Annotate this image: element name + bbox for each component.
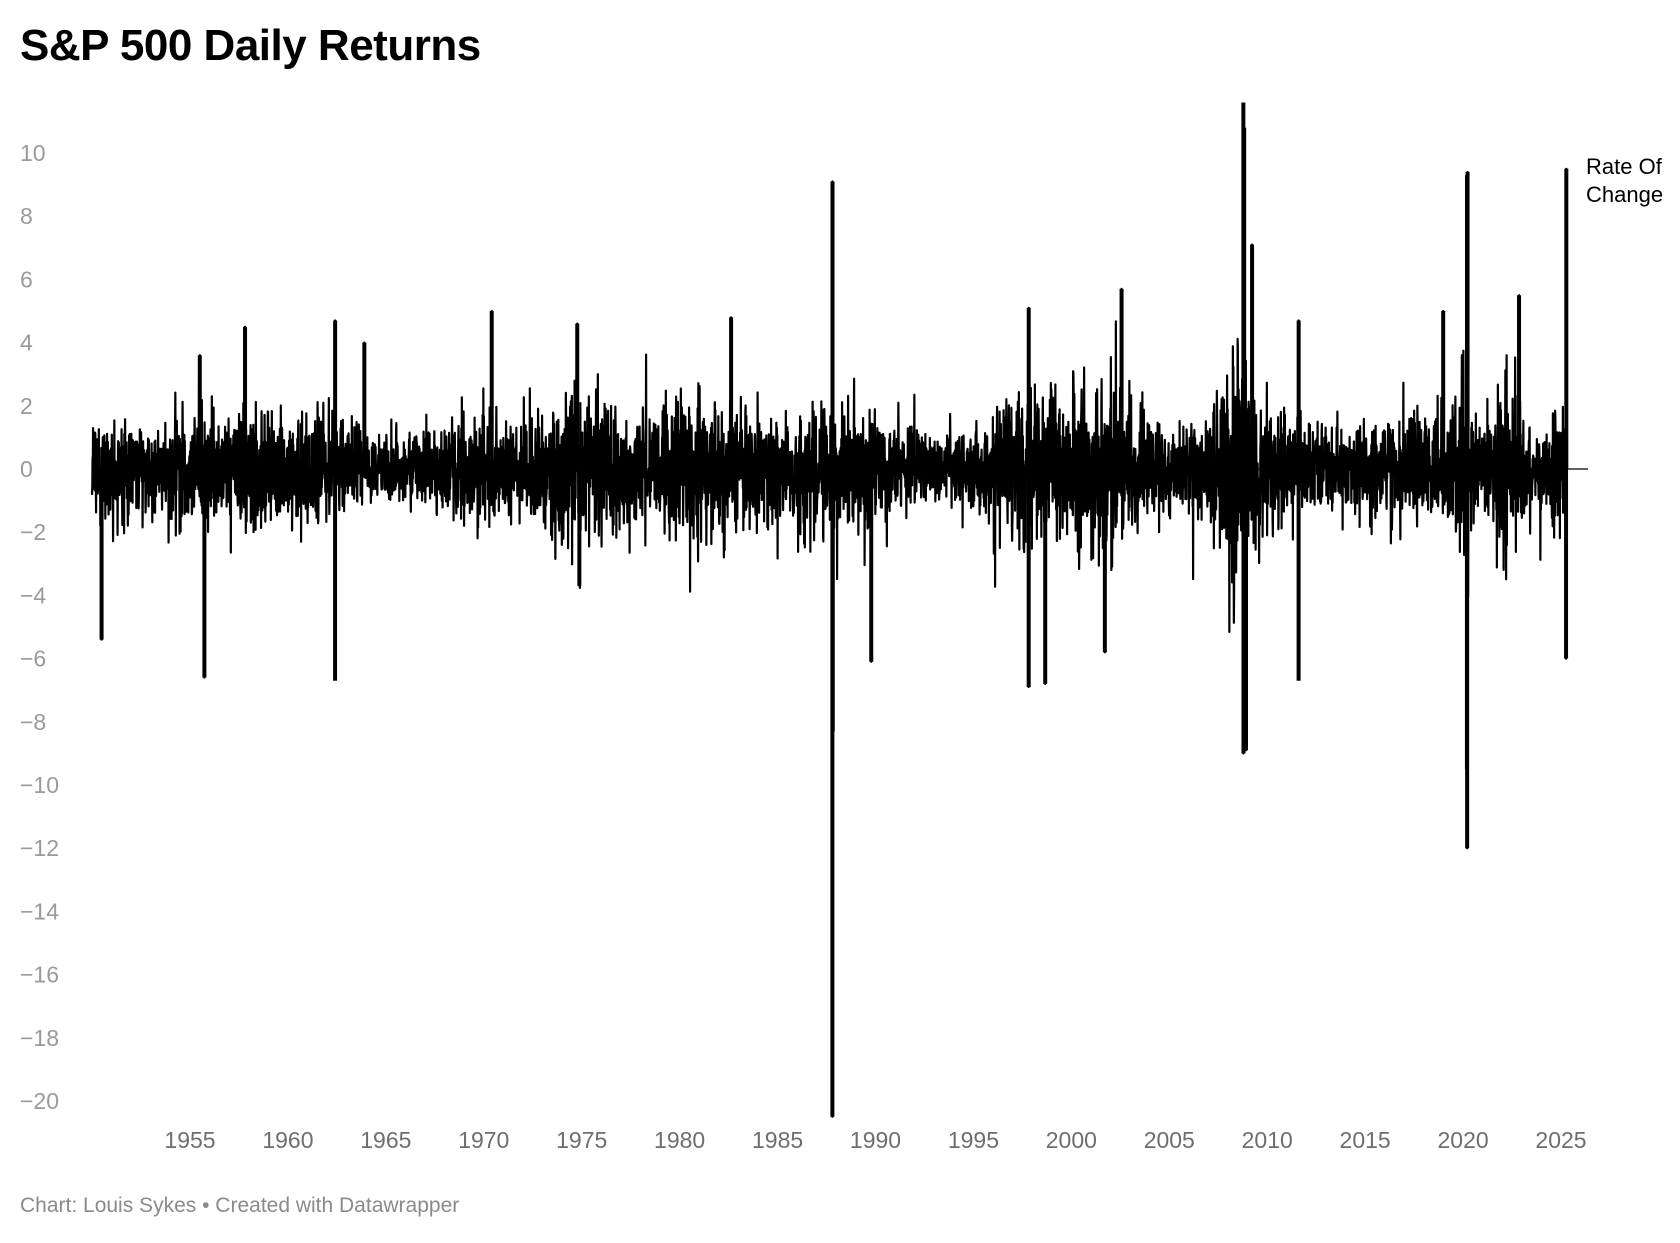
- y-tick-label: −14: [20, 898, 59, 924]
- labels-layer: Rate Of Change: [1586, 154, 1663, 207]
- x-tick-label: 1985: [752, 1127, 803, 1153]
- x-tick-label: 1955: [164, 1127, 215, 1153]
- y-tick-label: −16: [20, 962, 59, 988]
- y-tick-label: −18: [20, 1025, 59, 1051]
- y-tick-label: 0: [20, 456, 33, 482]
- y-tick-label: −20: [20, 1088, 59, 1114]
- x-tick-label: 1965: [360, 1127, 411, 1153]
- x-tick-label: 1975: [556, 1127, 607, 1153]
- chart-footer: Chart: Louis Sykes • Created with Datawr…: [20, 1194, 459, 1218]
- x-tick-label: 2020: [1437, 1127, 1488, 1153]
- x-tick-label: 2025: [1535, 1127, 1586, 1153]
- series-layer: [90, 102, 1569, 1118]
- y-tick-label: −10: [20, 772, 59, 798]
- y-tick-label: −8: [20, 709, 46, 735]
- x-tick-label: 2015: [1340, 1127, 1391, 1153]
- series-label-line: Rate Of: [1586, 154, 1663, 179]
- x-tick-label: 1995: [948, 1127, 999, 1153]
- x-tick-label: 2010: [1242, 1127, 1293, 1153]
- y-tick-label: −4: [20, 582, 46, 608]
- chart-credit: Chart: Louis Sykes: [20, 1194, 197, 1217]
- y-tick-label: −2: [20, 519, 46, 545]
- x-tick-label: 2000: [1046, 1127, 1097, 1153]
- x-tick-label: 1990: [850, 1127, 901, 1153]
- x-tick-label: 2005: [1144, 1127, 1195, 1153]
- series-label-line: Change: [1586, 182, 1663, 207]
- y-tick-label: 10: [20, 140, 46, 166]
- series-label: Rate Of Change: [1586, 154, 1663, 207]
- y-tick-label: −6: [20, 646, 46, 672]
- y-tick-label: 2: [20, 393, 33, 419]
- series-line-rate-of-change: [90, 126, 1568, 1118]
- footer-separator: •: [202, 1194, 210, 1217]
- x-tick-label: 1980: [654, 1127, 705, 1153]
- y-tick-label: 4: [20, 330, 33, 356]
- y-tick-label: −12: [20, 835, 59, 861]
- y-tick-label: 8: [20, 203, 33, 229]
- tool-credit: Created with Datawrapper: [215, 1194, 460, 1217]
- x-tick-label: 1960: [262, 1127, 313, 1153]
- x-tick-label: 1970: [458, 1127, 509, 1153]
- y-tick-label: 6: [20, 266, 33, 292]
- chart-title: S&P 500 Daily Returns: [20, 21, 481, 70]
- y-axis: 10 8 6 4 2 0 −2 −4 −6 −8 −10 −12 −14 −16 −18 −20: [20, 140, 59, 1114]
- x-axis: 1955 1960 1965 1970 1975 1980 1985 1990 1995 2000…: [164, 1127, 1586, 1153]
